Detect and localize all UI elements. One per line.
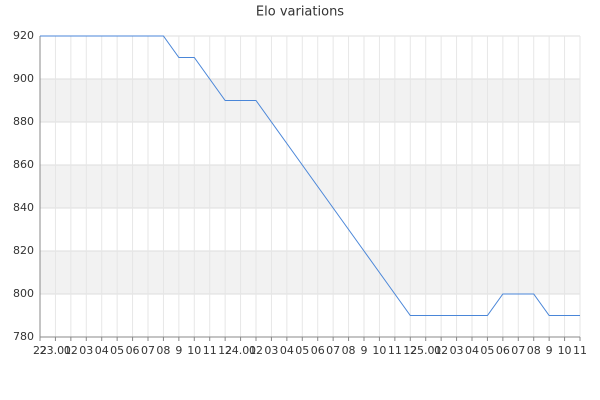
x-tick-label: 08: [527, 344, 541, 357]
x-tick-label: 02: [434, 344, 448, 357]
x-tick-label: 11: [203, 344, 217, 357]
y-tick-label: 900: [13, 72, 34, 85]
x-tick-label: 12: [218, 344, 232, 357]
x-tick-label: 06: [311, 344, 325, 357]
x-tick-label: 08: [156, 344, 170, 357]
grid-band: [40, 79, 580, 122]
y-tick-label: 780: [13, 330, 34, 343]
x-tick-label: 07: [326, 344, 340, 357]
x-tick-label: 03: [450, 344, 464, 357]
x-tick-label: 05: [295, 344, 309, 357]
x-tick-label: 05: [480, 344, 494, 357]
x-tick-label: 23.01: [40, 344, 72, 357]
x-tick-label: 06: [126, 344, 140, 357]
x-tick-label: 22: [33, 344, 47, 357]
grid-band: [40, 251, 580, 294]
x-tick-label: 05: [110, 344, 124, 357]
y-tick-label: 800: [13, 287, 34, 300]
x-tick-label: 12: [403, 344, 417, 357]
x-tick-label: 04: [280, 344, 294, 357]
x-tick-label: 07: [141, 344, 155, 357]
y-tick-label: 880: [13, 115, 34, 128]
x-tick-label: 9: [546, 344, 553, 357]
line-series: [40, 35, 580, 316]
x-tick-label: 07: [511, 344, 525, 357]
x-tick-label: 03: [264, 344, 278, 357]
x-tick-label: 9: [361, 344, 368, 357]
x-tick-label: 10: [558, 344, 572, 357]
grid-band: [40, 165, 580, 208]
x-tick-label: 11: [573, 344, 587, 357]
x-tick-label: 25.01: [410, 344, 442, 357]
y-tick-label: 820: [13, 244, 34, 257]
y-tick-label: 920: [13, 29, 34, 42]
x-tick-label: 24.01: [225, 344, 257, 357]
chart-title: Elo variations: [256, 5, 344, 20]
x-tick-label: 10: [187, 344, 201, 357]
x-tick-label: 04: [465, 344, 479, 357]
x-tick-label: 02: [249, 344, 263, 357]
x-tick-label: 04: [95, 344, 109, 357]
x-tick-label: 10: [372, 344, 386, 357]
y-tick-label: 840: [13, 201, 34, 214]
x-tick-label: 11: [388, 344, 402, 357]
x-tick-label: 02: [64, 344, 78, 357]
x-tick-label: 03: [79, 344, 93, 357]
x-tick-label: 9: [175, 344, 182, 357]
y-tick-label: 860: [13, 158, 34, 171]
x-tick-label: 06: [496, 344, 510, 357]
x-tick-label: 08: [342, 344, 356, 357]
